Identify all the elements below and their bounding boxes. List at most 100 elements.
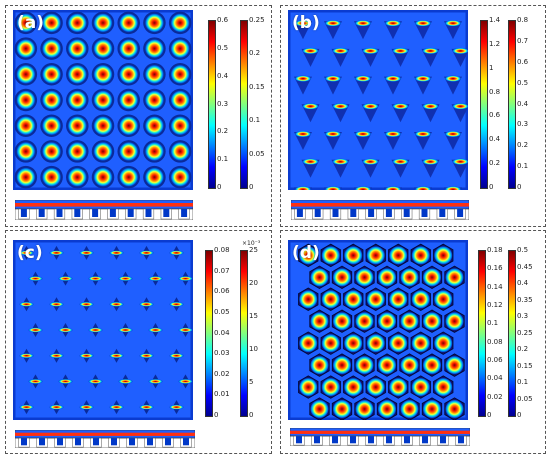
colorbar-ticks: 0 0.1 0.2 0.3 0.4 0.5 0.6 0.7 0.8 bbox=[517, 16, 547, 191]
cell-triangle bbox=[301, 104, 320, 123]
colorbar-tick-label: 0 bbox=[517, 411, 522, 419]
cell-hotspot bbox=[310, 268, 329, 287]
cell-hotspot bbox=[19, 353, 34, 358]
colorbar-tick-label: 0.7 bbox=[517, 36, 529, 45]
colorbar-exponent: ×10⁻³ bbox=[242, 240, 261, 247]
cell-hotspot bbox=[42, 39, 61, 58]
cell-hotspot bbox=[415, 186, 431, 190]
cell-triangle bbox=[444, 76, 462, 95]
cell-triangle bbox=[361, 104, 380, 123]
cell-hotspot bbox=[325, 75, 341, 82]
cell-hotspot bbox=[422, 103, 439, 110]
colorbar-tick-label: 5 bbox=[249, 378, 254, 386]
cell-hotspot bbox=[49, 302, 64, 307]
field-map-c bbox=[13, 240, 193, 420]
cell-triangle bbox=[391, 48, 410, 67]
cell-triangle bbox=[391, 159, 410, 178]
cell-hotspot bbox=[362, 47, 379, 54]
cell-hotspot bbox=[16, 65, 36, 84]
cell-hotspot bbox=[16, 13, 36, 33]
colorbar-ticks: 0 0.05 0.1 0.15 0.2 0.25 bbox=[249, 16, 279, 191]
colorbar-tick-label: 0.45 bbox=[517, 262, 533, 271]
cell-hotspot bbox=[88, 276, 103, 281]
cross-section-pillar bbox=[92, 209, 99, 217]
cross-section-pillar bbox=[296, 209, 303, 217]
cell-hotspot bbox=[178, 379, 193, 384]
cell-hotspot bbox=[169, 302, 184, 307]
cell-hotspot bbox=[355, 186, 371, 190]
cell-hotspot bbox=[378, 400, 396, 419]
cell-hotspot bbox=[93, 142, 113, 161]
colorbar-tick-label: 0.4 bbox=[517, 99, 529, 108]
cell-hotspot bbox=[333, 356, 351, 375]
colorbar-tick-label: 0.1 bbox=[249, 116, 261, 125]
field-map-d bbox=[288, 240, 468, 420]
panel-label: (d) bbox=[292, 243, 320, 263]
cell-triangle bbox=[414, 76, 432, 95]
cross-section-hot-band bbox=[15, 203, 193, 207]
cell-hotspot bbox=[145, 90, 164, 110]
cell-hotspot bbox=[325, 20, 341, 27]
cell-hotspot bbox=[344, 290, 363, 309]
cell-hotspot bbox=[145, 142, 164, 161]
cross-section-pillar bbox=[457, 209, 464, 217]
colorbar-tick-label: 1.4 bbox=[489, 16, 501, 24]
cell-hotspot bbox=[170, 142, 190, 161]
cell-hotspot bbox=[109, 404, 124, 410]
cell-hotspot bbox=[139, 250, 154, 256]
cross-section-pillar bbox=[385, 209, 392, 217]
colorbar-tick-label: 15 bbox=[249, 312, 258, 320]
cross-section-pillar bbox=[350, 436, 356, 444]
cross-section-pillar bbox=[422, 436, 428, 444]
colorbar bbox=[240, 20, 248, 189]
colorbar-tick-label: 0.2 bbox=[489, 159, 501, 168]
cell-hotspot bbox=[299, 290, 318, 309]
cell-hotspot bbox=[169, 404, 184, 410]
cell-hotspot bbox=[178, 327, 193, 333]
cell-hotspot bbox=[145, 167, 164, 187]
colorbar-ticks: 0 0.05 0.1 0.15 0.2 0.25 0.3 0.35 0.4 0.45 0.5 bbox=[517, 246, 547, 419]
cell-hotspot bbox=[170, 90, 190, 110]
cell-hotspot bbox=[42, 65, 61, 84]
cell-hotspot bbox=[344, 378, 363, 397]
cross-section-pillar bbox=[183, 438, 189, 446]
cell-hotspot bbox=[68, 116, 87, 135]
colorbar-tick-label: 0.5 bbox=[217, 43, 229, 52]
colorbar-tick-label: 0.1 bbox=[517, 378, 529, 386]
cell-hotspot bbox=[28, 327, 43, 333]
cell-hotspot bbox=[79, 404, 94, 410]
field-border bbox=[288, 240, 468, 420]
cross-section-pillar bbox=[332, 436, 338, 444]
cell-hotspot bbox=[170, 167, 190, 187]
cell-hotspot bbox=[366, 290, 385, 309]
cell-hotspot bbox=[302, 47, 319, 54]
cell-hotspot bbox=[411, 290, 430, 309]
cell-hotspot bbox=[16, 39, 36, 58]
cell-hotspot bbox=[58, 379, 73, 384]
cell-triangle bbox=[301, 48, 320, 67]
cell-hotspot bbox=[295, 131, 311, 137]
cell-hotspot bbox=[169, 353, 184, 358]
cell-triangle bbox=[294, 132, 312, 150]
cross-section-pillar bbox=[181, 209, 188, 217]
cross-section-pillar bbox=[111, 438, 117, 446]
cell-hotspot bbox=[16, 167, 36, 187]
cell-hotspot bbox=[148, 327, 163, 333]
cell-hotspot bbox=[299, 334, 318, 353]
cell-hotspot bbox=[79, 250, 94, 256]
cell-hotspot bbox=[93, 65, 113, 84]
colorbar bbox=[480, 20, 488, 189]
cell-hotspot bbox=[355, 75, 371, 82]
cell-hotspot bbox=[332, 103, 349, 110]
colorbar-tick-label: 20 bbox=[249, 279, 258, 287]
cell-triangle bbox=[301, 159, 320, 178]
cell-hotspot bbox=[332, 47, 349, 54]
field-map-b bbox=[288, 10, 468, 190]
cell-hotspot bbox=[378, 312, 396, 331]
cell-hotspot bbox=[434, 246, 453, 265]
cell-hotspot bbox=[302, 103, 319, 110]
cross-section-pillar bbox=[145, 209, 152, 217]
cell-hotspot bbox=[400, 312, 419, 331]
cell-hotspot bbox=[19, 302, 34, 307]
cell-hotspot bbox=[139, 302, 154, 307]
